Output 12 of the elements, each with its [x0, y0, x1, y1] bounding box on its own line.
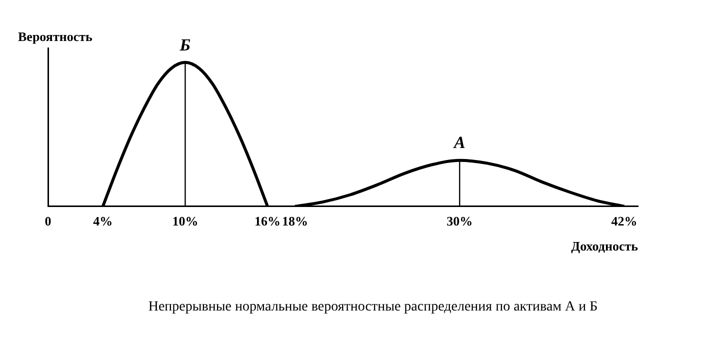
x-tick-label: 18%	[282, 214, 308, 229]
x-tick-label: 16%	[254, 214, 281, 229]
series-label: Б	[178, 35, 191, 54]
y-axis-title: Вероятность	[18, 28, 92, 44]
text: Непрерывные нормальные вероятностные распределения по активам А и Б	[148, 300, 598, 315]
x-tick-label: 42%	[611, 214, 638, 229]
x-tick-label: 0	[44, 214, 52, 229]
x-tick-label: 30%	[446, 214, 473, 229]
series-label: А	[452, 133, 466, 152]
x-tick-label: 10%	[172, 214, 198, 229]
x-tick-label: 4%	[93, 214, 113, 229]
x-axis-title: Доходность	[571, 238, 638, 254]
